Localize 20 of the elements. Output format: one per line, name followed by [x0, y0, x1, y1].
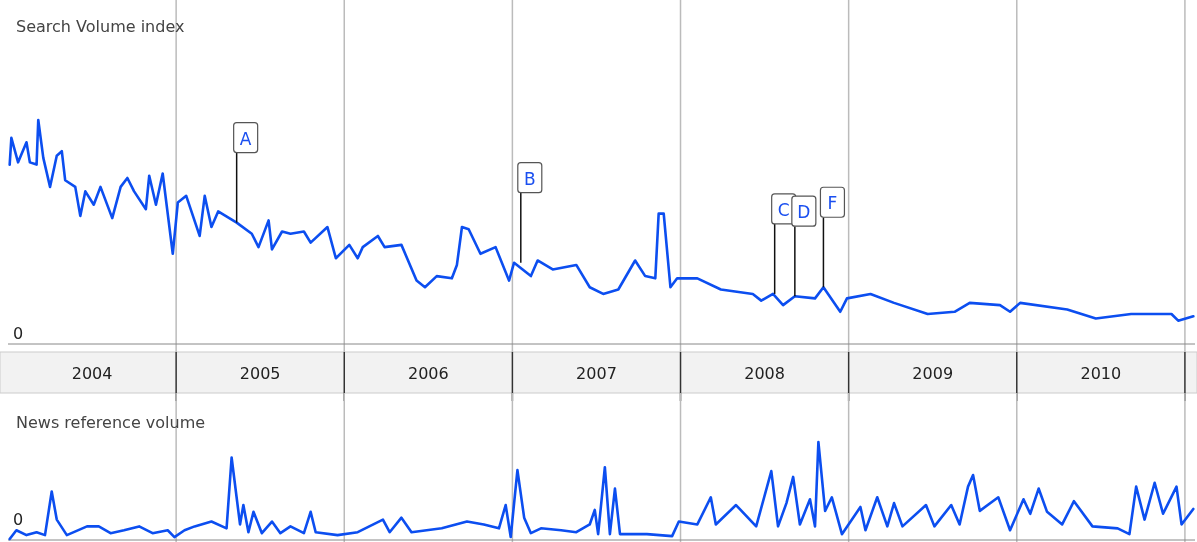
annotation: 0 — [12, 324, 24, 343]
x-tick-label: 2004 — [71, 363, 113, 383]
flag-callout: F — [819, 186, 846, 288]
x-tick-label: 2010 — [1080, 363, 1122, 383]
x-tick-label: 2006 — [407, 363, 449, 383]
annotation: D — [797, 202, 811, 223]
x-tick-label: 2005 — [239, 363, 281, 383]
x-tick-label: 2008 — [744, 363, 785, 383]
annotation: C — [777, 199, 790, 220]
x-tick-label: 2009 — [912, 363, 954, 383]
flag-callout: B — [517, 162, 543, 264]
chart-title: News reference volume — [16, 413, 206, 432]
annotation: 0 — [12, 510, 24, 529]
annotation: F — [827, 193, 838, 214]
annotation: A — [239, 128, 252, 149]
annotation: B — [523, 168, 536, 189]
chart-title: Search Volume index — [16, 17, 185, 36]
x-tick-label: 2007 — [576, 363, 617, 383]
flag-callout: A — [233, 122, 259, 224]
flag-callout: D — [791, 195, 817, 297]
